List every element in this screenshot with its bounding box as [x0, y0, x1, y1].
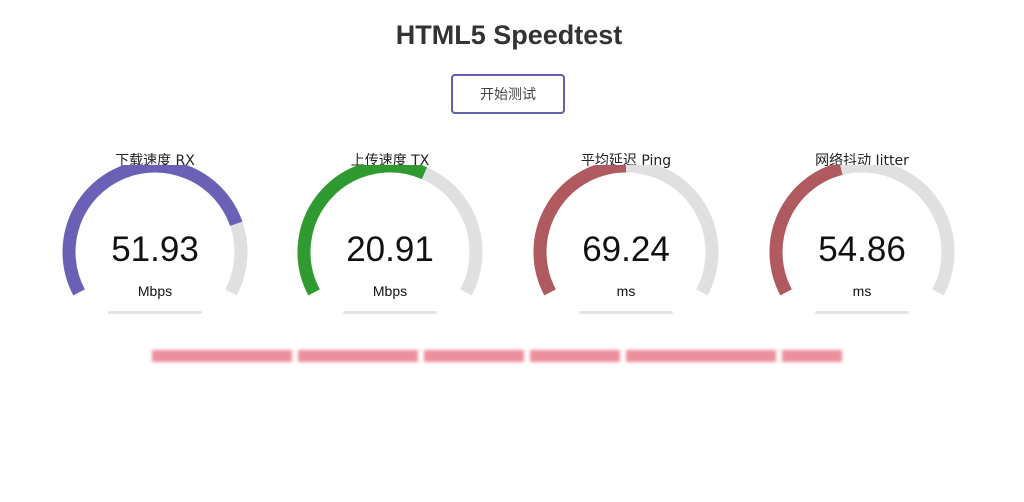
- gauge-download: 下载速度 RX 51.93 Mbps: [55, 145, 255, 325]
- progress-bar: [815, 311, 909, 314]
- progress-bar: [343, 311, 437, 314]
- gauge-fill: [769, 165, 843, 296]
- gauge-fill: [62, 165, 243, 296]
- progress-bar: [579, 311, 673, 314]
- gauge-unit: Mbps: [137, 283, 173, 299]
- gauge-arc: [533, 165, 719, 296]
- gauge-unit: ms: [852, 283, 872, 299]
- gauge-arc: [297, 165, 483, 296]
- page-title: HTML5 Speedtest: [395, 20, 623, 50]
- gauge-value: 51.93: [111, 230, 199, 269]
- gauge-upload: 上传速度 TX 20.91 Mbps: [290, 145, 490, 325]
- gauge-arc: [769, 165, 955, 296]
- gauge-unit: ms: [616, 283, 636, 299]
- ip-info-redacted: [152, 349, 864, 363]
- gauge-fill: [533, 165, 627, 296]
- gauge-arc: [62, 165, 248, 296]
- progress-bar: [108, 311, 202, 314]
- gauge-value: 69.24: [582, 230, 670, 269]
- gauge-value: 20.91: [346, 230, 434, 269]
- gauge-ping: 平均延迟 Ping 69.24 ms: [526, 145, 726, 325]
- gauge-unit: Mbps: [372, 283, 408, 299]
- gauge-value: 54.86: [818, 230, 906, 269]
- gauge-jitter: 网络抖动 Jitter 54.86 ms: [762, 145, 962, 325]
- gauge-fill: [297, 165, 428, 296]
- start-test-button[interactable]: 开始测试: [451, 74, 565, 114]
